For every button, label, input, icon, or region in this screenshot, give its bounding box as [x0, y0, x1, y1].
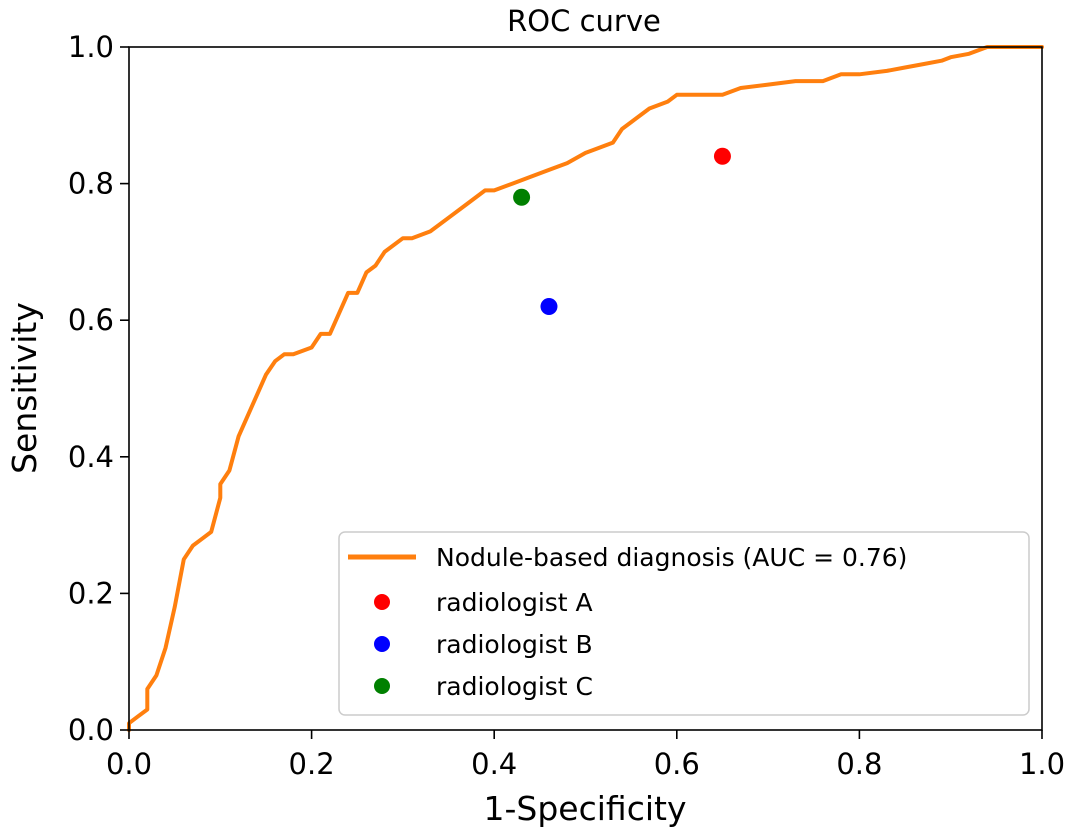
- y-tick-label: 0.6: [68, 303, 114, 337]
- plot-frame: [128, 46, 1043, 731]
- legend-label-radiologist-c: radiologist C: [436, 672, 593, 701]
- legend-label-radiologist-b: radiologist B: [436, 630, 593, 659]
- legend-swatch-radiologist-c: [374, 678, 390, 694]
- y-tick-label: 1.0: [68, 30, 114, 64]
- y-tick-label: 0.8: [68, 167, 114, 201]
- y-tick-label: 0.4: [68, 440, 114, 474]
- y-axis-title: Sensitivity: [5, 302, 44, 474]
- x-tick-label: 1.0: [1019, 747, 1065, 781]
- chart-title: ROC curve: [507, 4, 661, 38]
- radiologist-c-point: [513, 188, 531, 206]
- x-tick-label: 0.8: [836, 747, 882, 781]
- legend-box: [338, 531, 1030, 716]
- x-tick-label: 0.2: [289, 747, 335, 781]
- y-axis: 0.0 0.2 0.4 0.6 0.8 1.0: [68, 30, 129, 747]
- radiologist-a-point: [713, 147, 731, 165]
- series-layer: [127, 45, 1044, 732]
- x-axis-title: 1-Specificity: [484, 789, 687, 828]
- y-tick-label: 0.2: [68, 576, 114, 610]
- x-axis: 0.0 0.2 0.4 0.6 0.8 1.0: [106, 730, 1065, 781]
- plot-area: [127, 45, 1044, 732]
- legend: Nodule-based diagnosis (AUC = 0.76) radi…: [338, 531, 1030, 716]
- legend-swatch-radiologist-a: [374, 594, 390, 610]
- y-tick-label: 0.0: [68, 713, 114, 747]
- legend-swatch-radiologist-b: [374, 636, 390, 652]
- roc-curve-line: [127, 45, 1044, 732]
- x-tick-label: 0.6: [654, 747, 700, 781]
- legend-label-roc: Nodule-based diagnosis (AUC = 0.76): [436, 543, 907, 572]
- x-tick-label: 0.4: [471, 747, 517, 781]
- x-tick-label: 0.0: [106, 747, 152, 781]
- radiologist-b-point: [540, 298, 558, 316]
- legend-label-radiologist-a: radiologist A: [436, 588, 593, 617]
